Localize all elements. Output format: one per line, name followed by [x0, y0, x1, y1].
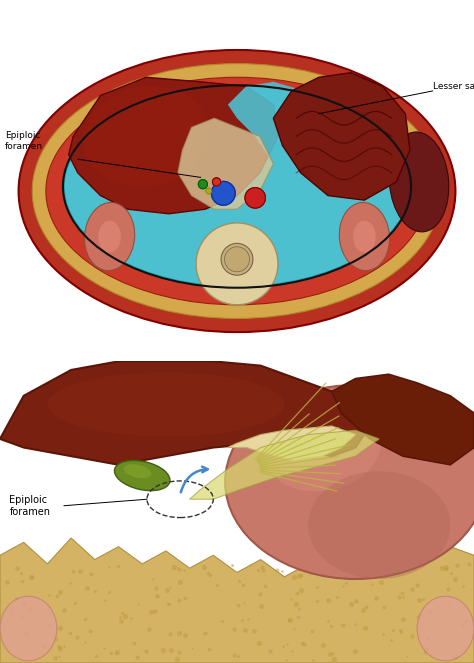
Ellipse shape: [196, 223, 278, 305]
Ellipse shape: [212, 178, 220, 186]
Ellipse shape: [124, 464, 151, 478]
Ellipse shape: [18, 50, 456, 332]
Polygon shape: [190, 430, 379, 499]
Ellipse shape: [0, 596, 57, 661]
Ellipse shape: [64, 86, 410, 286]
Polygon shape: [332, 374, 474, 465]
Ellipse shape: [198, 180, 208, 189]
Ellipse shape: [12, 43, 462, 339]
Ellipse shape: [225, 247, 249, 272]
Ellipse shape: [389, 132, 449, 232]
Ellipse shape: [212, 178, 220, 186]
Polygon shape: [228, 82, 374, 210]
Ellipse shape: [84, 202, 135, 271]
Ellipse shape: [82, 86, 210, 187]
Ellipse shape: [32, 64, 442, 318]
Ellipse shape: [264, 404, 381, 491]
Ellipse shape: [114, 460, 170, 491]
Ellipse shape: [245, 188, 265, 208]
Polygon shape: [228, 426, 356, 460]
Ellipse shape: [339, 202, 390, 271]
Ellipse shape: [211, 182, 235, 205]
Ellipse shape: [98, 221, 121, 253]
Ellipse shape: [221, 243, 253, 275]
Polygon shape: [0, 538, 474, 663]
Ellipse shape: [308, 471, 450, 579]
Ellipse shape: [198, 180, 208, 189]
Ellipse shape: [206, 188, 212, 194]
Ellipse shape: [417, 596, 474, 661]
Polygon shape: [178, 118, 273, 210]
Polygon shape: [0, 361, 370, 465]
Ellipse shape: [245, 188, 265, 208]
Polygon shape: [273, 73, 410, 200]
Text: Epiploic
foramen: Epiploic foramen: [9, 495, 50, 516]
Text: Lesser sac: Lesser sac: [433, 82, 474, 91]
Ellipse shape: [46, 78, 428, 305]
Ellipse shape: [225, 385, 474, 579]
Ellipse shape: [353, 221, 376, 253]
Ellipse shape: [47, 372, 284, 437]
Ellipse shape: [206, 188, 212, 194]
Ellipse shape: [211, 182, 235, 205]
Polygon shape: [69, 78, 278, 213]
Text: Epiploic
foramen: Epiploic foramen: [5, 131, 43, 151]
